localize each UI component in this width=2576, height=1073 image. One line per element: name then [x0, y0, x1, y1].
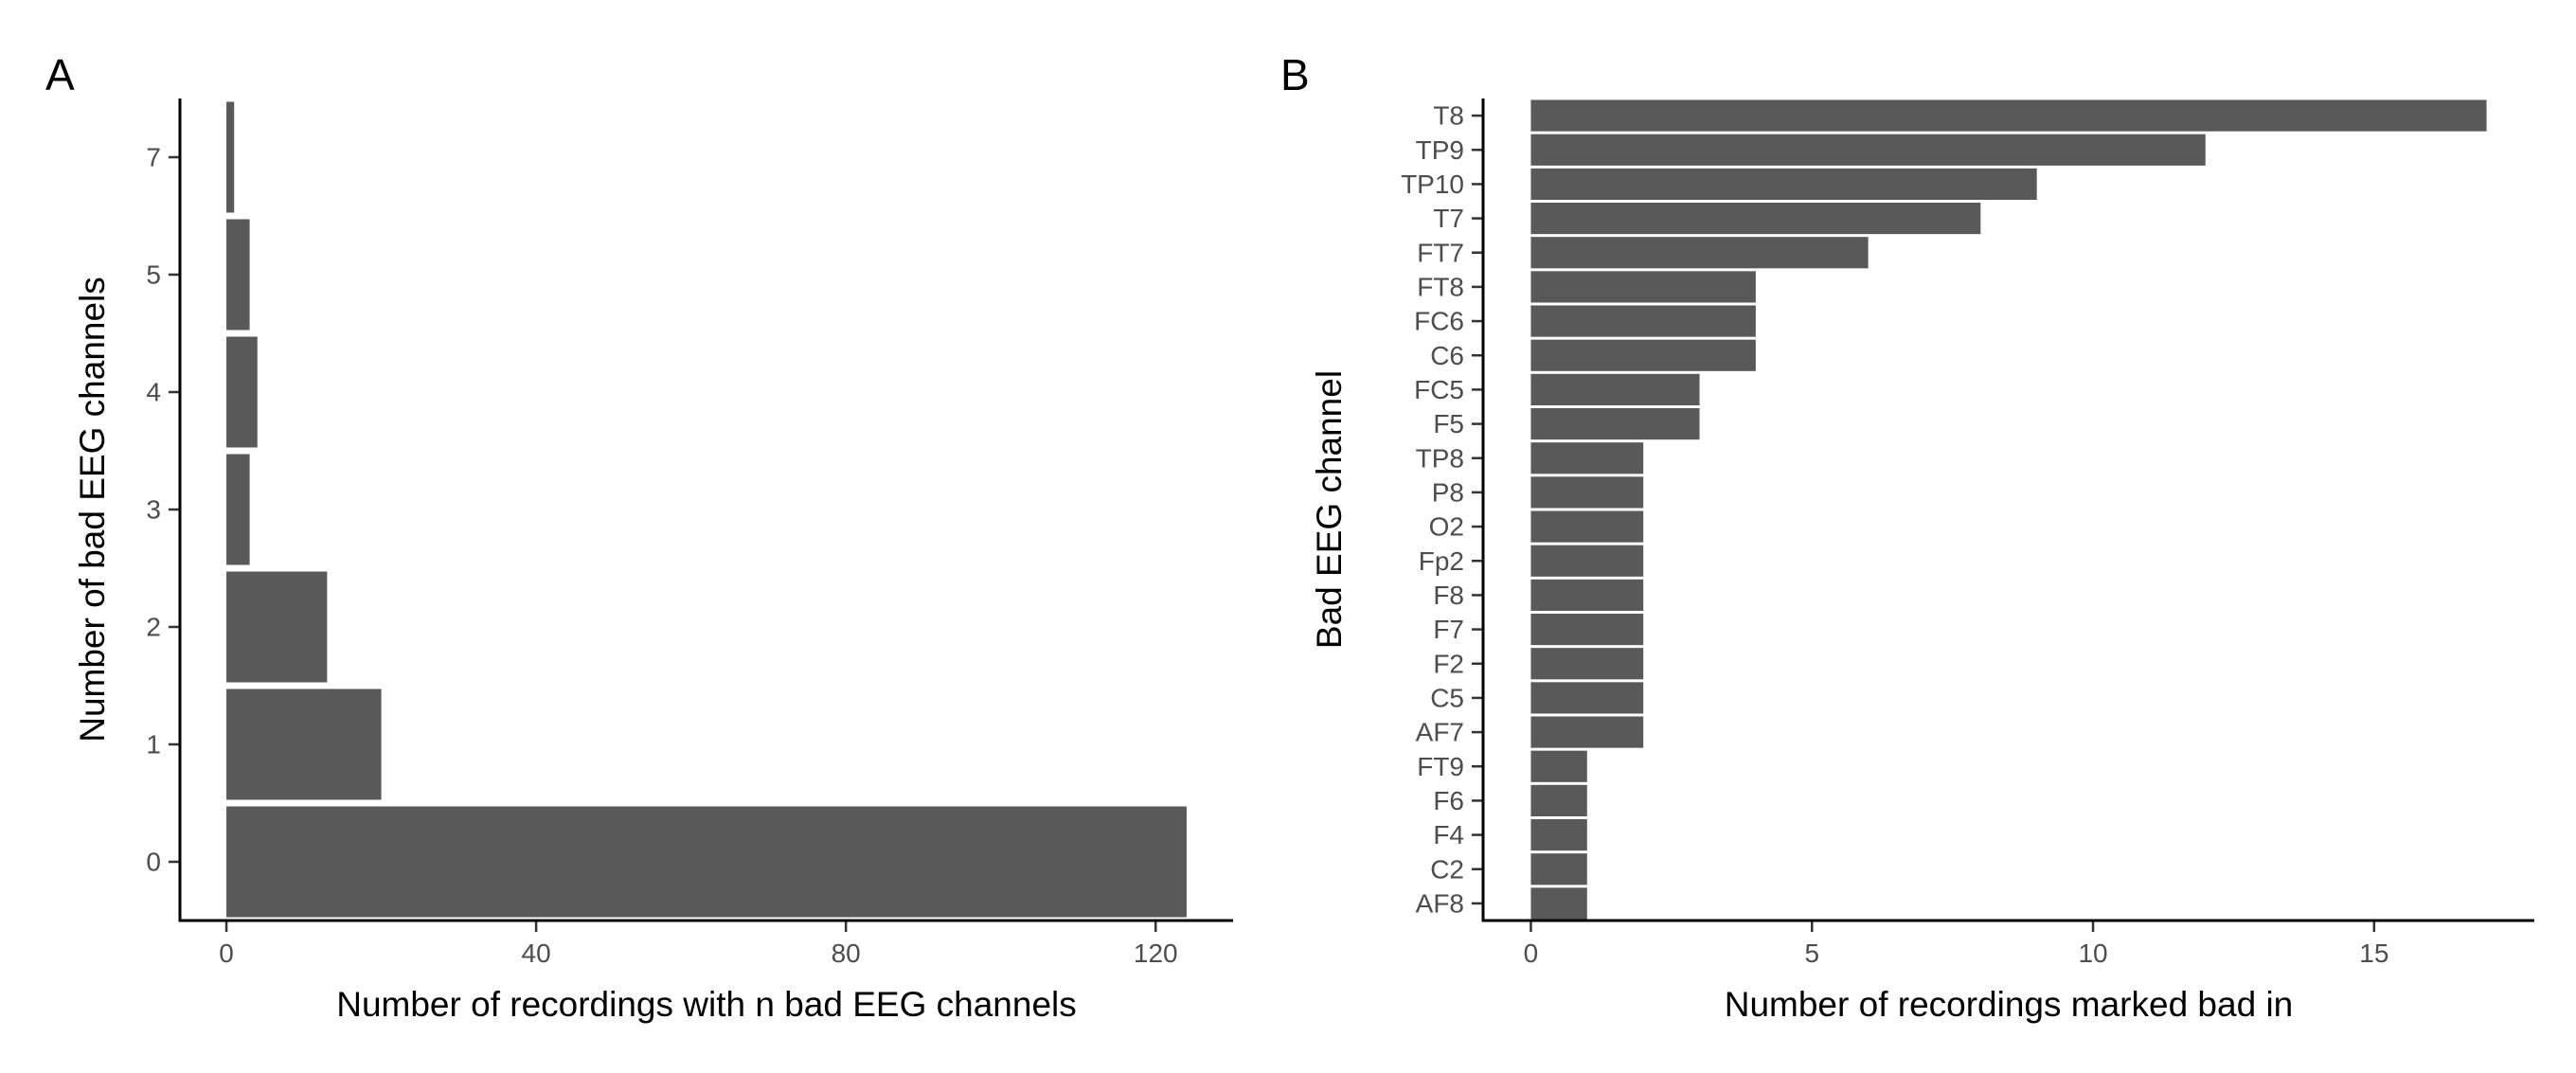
x-tick-label-a-40: 40: [522, 939, 551, 968]
y-tick-label-b-ft7: FT7: [1417, 238, 1464, 267]
y-tick-label-b-f4: F4: [1433, 820, 1464, 849]
bar-a-2: [226, 571, 328, 683]
y-tick-label-a-1: 1: [146, 730, 161, 760]
y-tick-label-b-fc5: FC5: [1414, 375, 1464, 404]
bar-b-ft7: [1530, 237, 1869, 269]
bar-b-t8: [1530, 99, 2487, 132]
panel-a: 0 1 2 3 4 5 7 0 40 80 120 Number of recordings with…: [73, 98, 1233, 1024]
bar-b-fc5: [1530, 373, 1700, 405]
x-tick-label-b-10: 10: [2078, 939, 2107, 968]
y-tick-label-b-f2: F2: [1433, 649, 1464, 678]
bar-b-f6: [1530, 784, 1587, 816]
y-tick-label-b-tp8: TP8: [1416, 443, 1464, 473]
bar-b-ft9: [1530, 750, 1587, 782]
bar-b-tp8: [1530, 442, 1644, 474]
y-tick-label-a-2: 2: [146, 613, 161, 642]
x-tick-label-a-120: 120: [1134, 939, 1178, 968]
bar-b-fp2: [1530, 545, 1644, 577]
bar-a-0: [226, 806, 1187, 918]
y-axis-title-b: Bad EEG channel: [1310, 370, 1349, 649]
y-tick-label-a-7: 7: [146, 143, 161, 172]
y-tick-label-b-f7: F7: [1433, 615, 1464, 644]
bar-b-f5: [1530, 408, 1700, 440]
y-tick-label-b-fc6: FC6: [1414, 307, 1464, 336]
bar-b-f8: [1530, 579, 1644, 611]
bar-b-af7: [1530, 716, 1644, 748]
x-tick-label-b-5: 5: [1804, 939, 1819, 968]
y-tick-label-b-tp10: TP10: [1401, 170, 1464, 199]
bar-a-4: [226, 336, 258, 448]
bar-b-f4: [1530, 819, 1587, 851]
y-tick-label-b-t7: T7: [1433, 204, 1464, 233]
y-tick-label-a-5: 5: [146, 260, 161, 290]
bar-b-fc6: [1530, 305, 1756, 337]
bar-b-ft8: [1530, 271, 1756, 303]
bar-b-o2: [1530, 510, 1644, 543]
y-tick-label-b-tp9: TP9: [1416, 135, 1464, 165]
y-tick-label-a-3: 3: [146, 495, 161, 525]
x-axis-title-a: Number of recordings with n bad EEG chan…: [336, 985, 1077, 1024]
x-tick-label-b-15: 15: [2359, 939, 2388, 968]
y-tick-label-b-f5: F5: [1433, 409, 1464, 438]
x-tick-label-a-80: 80: [832, 939, 861, 968]
x-tick-label-b-0: 0: [1524, 939, 1539, 968]
bar-a-7: [226, 101, 235, 213]
y-tick-label-b-o2: O2: [1429, 512, 1464, 542]
y-axis-title-a: Number of bad EEG channels: [73, 277, 112, 742]
bar-b-f7: [1530, 614, 1644, 646]
y-tick-label-b-ft8: FT8: [1417, 272, 1464, 301]
y-tick-label-a-0: 0: [146, 848, 161, 877]
bar-b-f2: [1530, 648, 1644, 680]
bar-a-5: [226, 219, 250, 331]
y-tick-label-a-4: 4: [146, 378, 161, 407]
y-tick-label-b-c2: C2: [1430, 854, 1464, 884]
x-axis-title-b: Number of recordings marked bad in: [1725, 985, 2294, 1024]
bar-b-tp9: [1530, 134, 2206, 166]
bar-a-3: [226, 454, 250, 565]
bar-b-p8: [1530, 476, 1644, 509]
y-tick-label-b-ft9: FT9: [1417, 752, 1464, 781]
y-tick-label-b-f6: F6: [1433, 786, 1464, 815]
bar-b-t7: [1530, 203, 1981, 235]
bar-b-tp10: [1530, 168, 2037, 200]
bar-b-af8: [1530, 887, 1587, 920]
y-tick-label-b-f8: F8: [1433, 581, 1464, 610]
y-tick-label-b-t8: T8: [1433, 101, 1464, 131]
panel-a-tag: A: [45, 50, 75, 99]
panel-b: AF8 C2 F4 F6 FT9 AF7 C5 F2 F7 F8 Fp2 O2 P8 TP8 F5 FC5 C6…: [1310, 98, 2534, 1024]
bar-b-c6: [1530, 339, 1756, 371]
y-tick-label-b-p8: P8: [1432, 477, 1464, 507]
bar-b-c5: [1530, 682, 1644, 714]
y-tick-label-b-af8: AF8: [1416, 888, 1464, 918]
bar-a-1: [226, 689, 382, 800]
y-tick-label-b-c5: C5: [1430, 683, 1464, 712]
y-tick-label-b-af7: AF7: [1416, 718, 1464, 747]
y-tick-label-b-c6: C6: [1430, 341, 1464, 370]
x-tick-label-a-0: 0: [219, 939, 234, 968]
panel-b-tag: B: [1280, 50, 1310, 99]
bar-b-c2: [1530, 853, 1587, 885]
y-tick-label-b-fp2: Fp2: [1419, 546, 1464, 576]
